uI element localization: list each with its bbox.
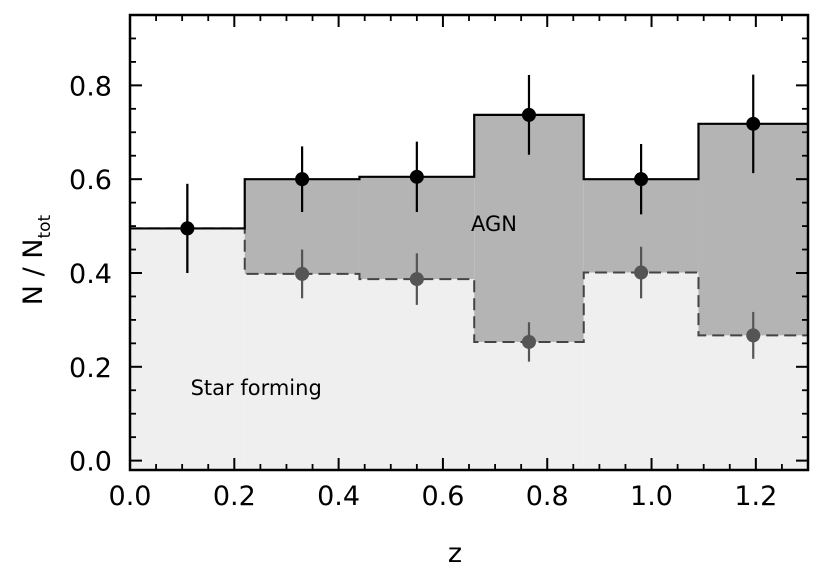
star-forming-point <box>409 272 424 287</box>
y-tick-label: 0.4 <box>69 259 112 290</box>
star-forming-step-line <box>130 227 808 343</box>
x-tick-label: 0.0 <box>109 481 152 512</box>
y-axis-label: N / Ntot <box>18 214 55 305</box>
agn-point <box>634 172 649 187</box>
x-tick-label: 0.8 <box>526 481 569 512</box>
fill-layer <box>130 114 808 470</box>
y-tick-label: 0.2 <box>69 353 112 384</box>
star-forming-fill-bin <box>474 341 584 470</box>
x-tick-label: 1.0 <box>630 481 673 512</box>
star-forming-fill-bin <box>359 279 475 470</box>
tick-labels: 0.0 0.2 0.4 0.6 0.8 1.0 1.2 0.0 0.2 0.4 0.6 0.8 <box>69 71 777 512</box>
x-axis-label: z <box>448 538 462 569</box>
star-forming-point <box>746 328 761 343</box>
y-axis-label-subscript: tot <box>35 214 55 238</box>
y-tick-label: 0.8 <box>69 71 112 102</box>
agn-point <box>746 116 761 131</box>
star-forming-fill-bin <box>244 273 360 470</box>
x-tick-label: 0.4 <box>317 481 360 512</box>
x-tick-label: 1.2 <box>734 481 777 512</box>
agn-point <box>521 107 536 122</box>
agn-point <box>409 169 424 184</box>
star-forming-point <box>521 334 536 349</box>
annotation-agn: AGN <box>471 212 517 236</box>
step-lines <box>130 113 808 343</box>
star-forming-point <box>295 266 310 281</box>
axis-ticks <box>129 15 809 470</box>
y-tick-label: 0.6 <box>69 165 112 196</box>
y-axis-label-main: N / N <box>18 239 49 306</box>
agn-point <box>180 221 195 236</box>
x-tick-label: 0.6 <box>421 481 464 512</box>
agn-point <box>295 172 310 187</box>
data-points <box>180 74 761 362</box>
agn-step-line <box>130 113 808 230</box>
annotation-star-forming: Star forming <box>191 376 322 400</box>
x-tick-label: 0.2 <box>213 481 256 512</box>
star-forming-point <box>634 265 649 280</box>
y-tick-label: 0.0 <box>69 447 112 478</box>
star-forming-fill-bin <box>583 272 699 470</box>
